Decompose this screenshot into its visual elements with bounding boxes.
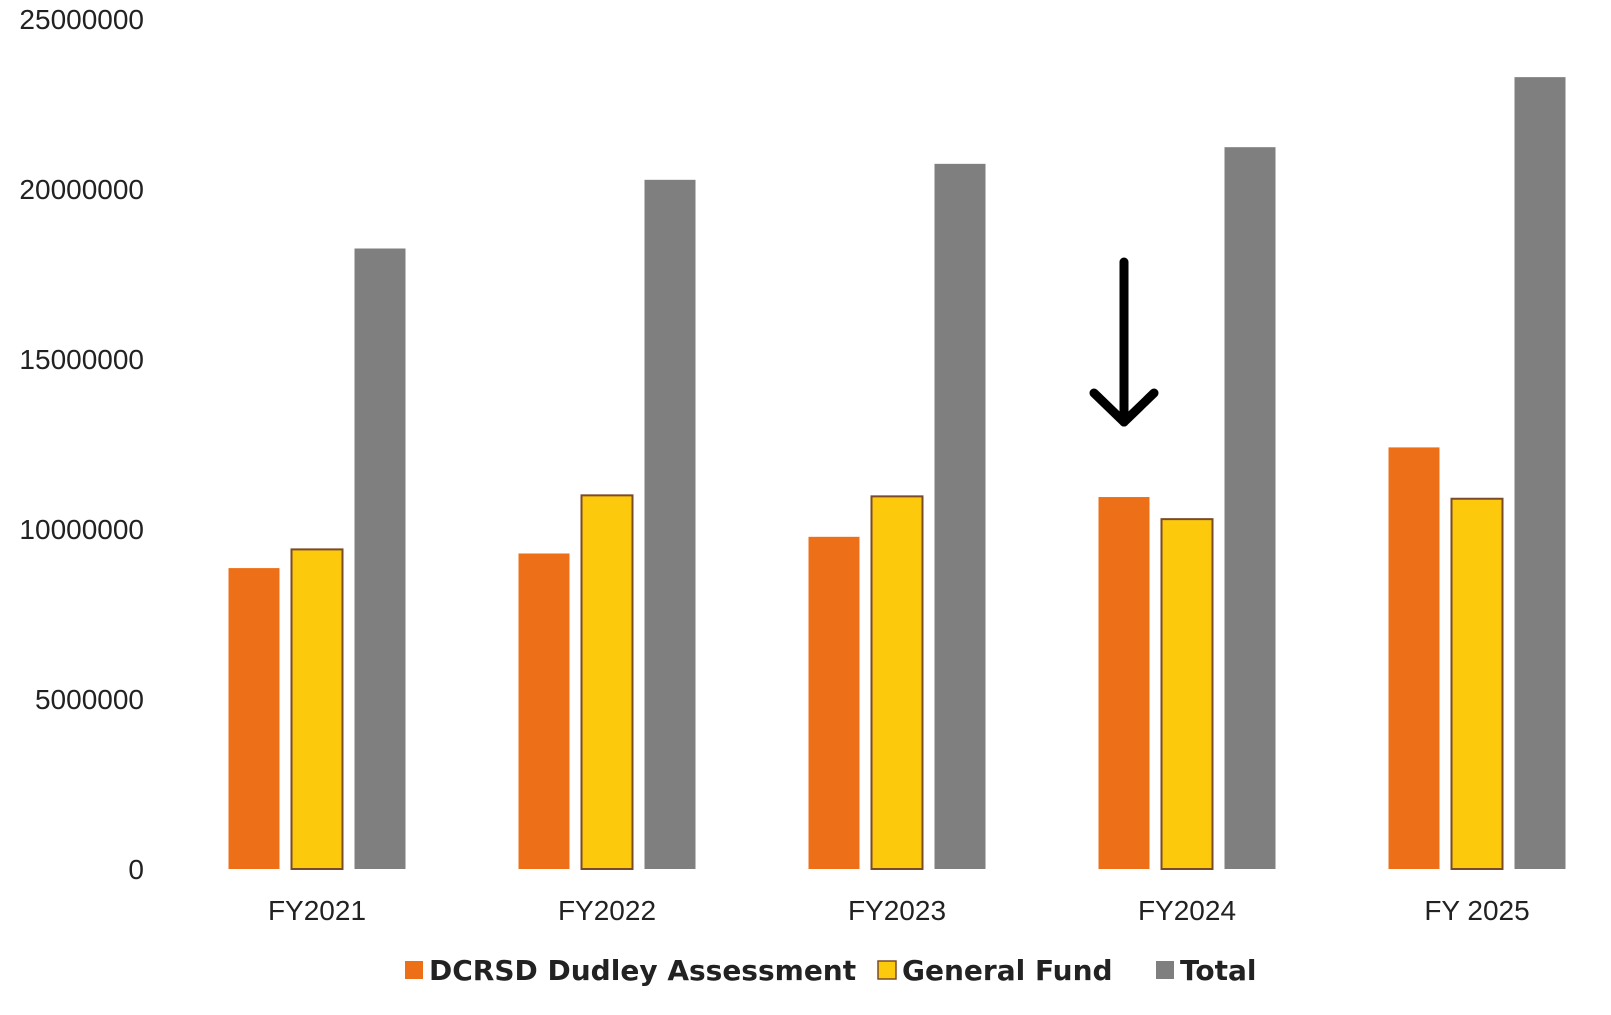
x-tick-label: FY2023 [848, 895, 946, 926]
y-axis-ticks: 0 5000000 10000000 15000000 20000000 25000000 [19, 4, 144, 885]
bar-dcrsd-dudley-assessment-fy2024 [1098, 497, 1150, 869]
bar-dcrsd-dudley-assessment-fy-2025 [1388, 447, 1440, 869]
y-tick-label: 10000000 [19, 514, 144, 545]
bar-total-fy-2025 [1514, 77, 1566, 869]
legend-label: General Fund [902, 954, 1113, 987]
x-tick-label: FY2021 [268, 895, 366, 926]
y-tick-label: 15000000 [19, 344, 144, 375]
bar-general-fund-fy2024 [1160, 518, 1214, 870]
bar-general-fund-fy2023 [870, 495, 924, 870]
bar-total-fy2023 [934, 163, 986, 870]
bar-general-fund-fy-2025 [1450, 497, 1504, 870]
legend: DCRSD Dudley Assessment General Fund Total [405, 954, 1257, 987]
bars [228, 77, 1566, 871]
bar-total-fy2024 [1224, 147, 1276, 869]
arrow-head [1089, 388, 1159, 427]
legend-swatch [877, 960, 897, 980]
bar-general-fund-fy2022 [580, 494, 634, 870]
x-axis-labels: FY2021 FY2022 FY2023 FY2024 FY 2025 [268, 895, 1530, 926]
legend-label: Total [1180, 954, 1257, 987]
annotation-arrow-icon [1089, 257, 1159, 427]
bar-dcrsd-dudley-assessment-fy2021 [228, 568, 280, 869]
bar-total-fy2022 [644, 179, 696, 869]
legend-swatch [405, 961, 423, 979]
y-tick-label: 5000000 [35, 684, 144, 715]
bar-total-fy2021 [354, 248, 406, 869]
bar-dcrsd-dudley-assessment-fy2023 [808, 536, 860, 869]
x-tick-label: FY2024 [1138, 895, 1236, 926]
y-tick-label: 25000000 [19, 4, 144, 35]
bar-dcrsd-dudley-assessment-fy2022 [518, 553, 570, 869]
legend-swatch [1156, 961, 1174, 979]
bar-general-fund-fy2021 [290, 548, 344, 871]
x-tick-label: FY2022 [558, 895, 656, 926]
x-tick-label: FY 2025 [1424, 895, 1529, 926]
legend-label: DCRSD Dudley Assessment [429, 954, 856, 987]
y-tick-label: 20000000 [19, 174, 144, 205]
y-tick-label: 0 [128, 854, 144, 885]
